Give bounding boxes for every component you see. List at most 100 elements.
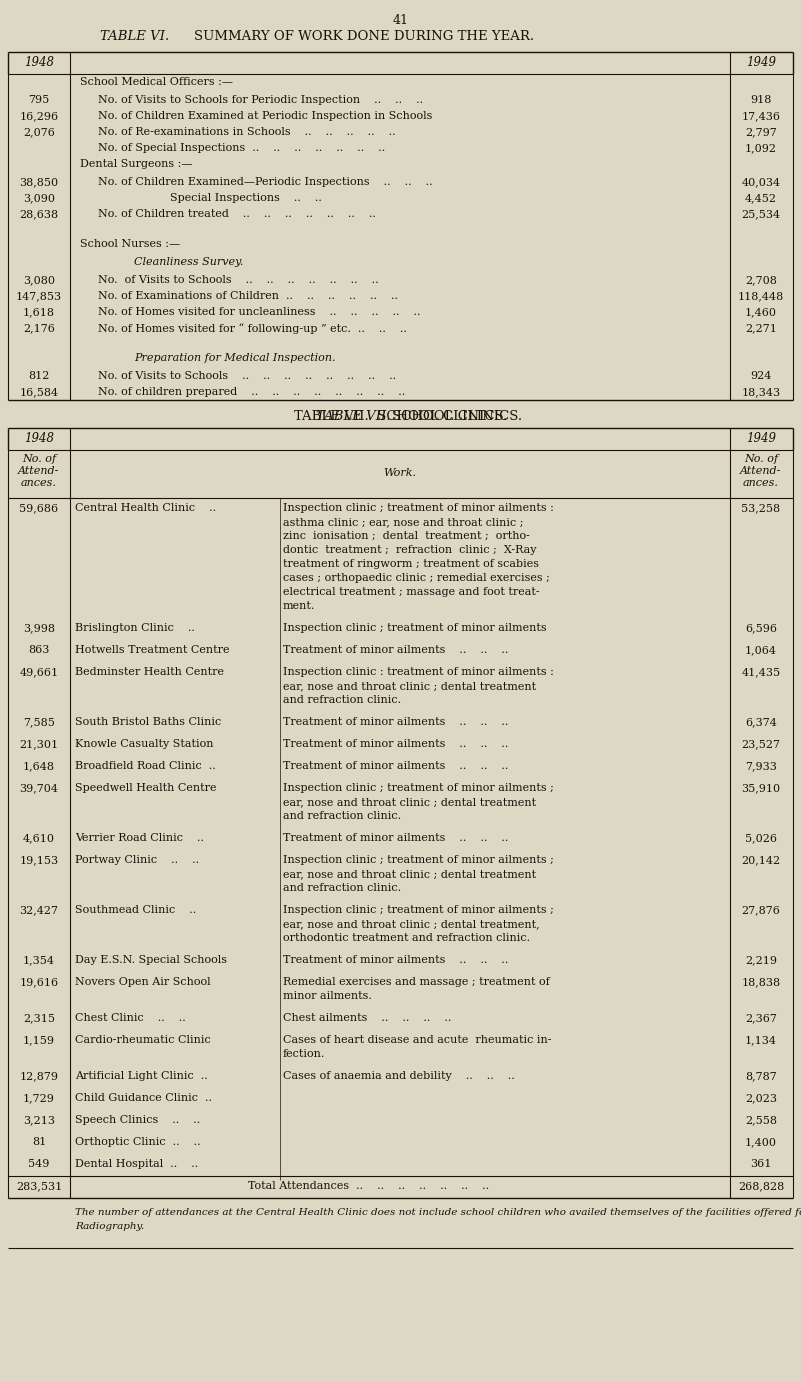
Text: No. of Homes visited for “ following-up ” etc.  ..    ..    ..: No. of Homes visited for “ following-up … bbox=[98, 323, 407, 334]
Text: 2,367: 2,367 bbox=[745, 1013, 777, 1023]
Text: Central Health Clinic    ..: Central Health Clinic .. bbox=[75, 503, 216, 513]
Text: Inspection clinic ; treatment of minor ailments ;: Inspection clinic ; treatment of minor a… bbox=[283, 905, 553, 915]
Text: 12,879: 12,879 bbox=[19, 1071, 58, 1081]
Text: 32,427: 32,427 bbox=[19, 905, 58, 915]
Text: 812: 812 bbox=[28, 370, 50, 381]
Text: No. of Children Examined—Periodic Inspections    ..    ..    ..: No. of Children Examined—Periodic Inspec… bbox=[98, 177, 433, 187]
Text: 1,618: 1,618 bbox=[23, 307, 55, 316]
Text: 2,023: 2,023 bbox=[745, 1093, 777, 1103]
Text: 1948: 1948 bbox=[24, 433, 54, 445]
Text: No. of Special Inspections  ..    ..    ..    ..    ..    ..    ..: No. of Special Inspections .. .. .. .. .… bbox=[98, 142, 385, 153]
Text: 8,787: 8,787 bbox=[745, 1071, 777, 1081]
Text: 81: 81 bbox=[32, 1137, 46, 1147]
Text: 18,838: 18,838 bbox=[742, 977, 780, 987]
Text: 20,142: 20,142 bbox=[742, 855, 780, 865]
Text: Artificial Light Clinic  ..: Artificial Light Clinic .. bbox=[75, 1071, 207, 1081]
Text: 118,448: 118,448 bbox=[738, 292, 784, 301]
Text: ment.: ment. bbox=[283, 601, 316, 611]
Text: 21,301: 21,301 bbox=[19, 739, 58, 749]
Text: 2,708: 2,708 bbox=[745, 275, 777, 285]
Text: The number of attendances at the Central Health Clinic does not include school c: The number of attendances at the Central… bbox=[75, 1208, 801, 1218]
Text: ear, nose and throat clinic ; dental treatment: ear, nose and throat clinic ; dental tre… bbox=[283, 681, 536, 691]
Text: 1,648: 1,648 bbox=[23, 761, 55, 771]
Text: 2,797: 2,797 bbox=[745, 127, 777, 137]
Text: School Nurses :—: School Nurses :— bbox=[80, 239, 180, 249]
Text: 16,584: 16,584 bbox=[19, 387, 58, 397]
Text: 1,460: 1,460 bbox=[745, 307, 777, 316]
Text: Inspection clinic : treatment of minor ailments :: Inspection clinic : treatment of minor a… bbox=[283, 668, 553, 677]
Text: dontic  treatment ;  refraction  clinic ;  X-Ray: dontic treatment ; refraction clinic ; X… bbox=[283, 545, 537, 556]
Text: 2,076: 2,076 bbox=[23, 127, 55, 137]
Text: asthma clinic ; ear, nose and throat clinic ;: asthma clinic ; ear, nose and throat cli… bbox=[283, 517, 524, 527]
Text: 6,374: 6,374 bbox=[745, 717, 777, 727]
Text: Portway Clinic    ..    ..: Portway Clinic .. .. bbox=[75, 855, 199, 865]
Text: TABLE VII.  SCHOOL CLINICS.: TABLE VII. SCHOOL CLINICS. bbox=[294, 410, 507, 423]
Text: Treatment of minor ailments    ..    ..    ..: Treatment of minor ailments .. .. .. bbox=[283, 739, 509, 749]
Text: Child Guidance Clinic  ..: Child Guidance Clinic .. bbox=[75, 1093, 212, 1103]
Text: 4,610: 4,610 bbox=[23, 833, 55, 843]
Text: No. of: No. of bbox=[744, 455, 778, 464]
Text: No.  of Visits to Schools    ..    ..    ..    ..    ..    ..    ..: No. of Visits to Schools .. .. .. .. .. … bbox=[98, 275, 379, 285]
Text: 1,134: 1,134 bbox=[745, 1035, 777, 1045]
Text: Work.: Work. bbox=[384, 468, 417, 478]
Text: Verrier Road Clinic    ..: Verrier Road Clinic .. bbox=[75, 833, 204, 843]
Text: 53,258: 53,258 bbox=[742, 503, 780, 513]
Text: TABLE VI.: TABLE VI. bbox=[100, 30, 169, 43]
Text: 5,026: 5,026 bbox=[745, 833, 777, 843]
Text: No. of Re-examinations in Schools    ..    ..    ..    ..    ..: No. of Re-examinations in Schools .. .. … bbox=[98, 127, 396, 137]
Text: No. of Children Examined at Periodic Inspection in Schools: No. of Children Examined at Periodic Ins… bbox=[98, 111, 433, 122]
Text: Dental Hospital  ..    ..: Dental Hospital .. .. bbox=[75, 1159, 199, 1169]
Text: Knowle Casualty Station: Knowle Casualty Station bbox=[75, 739, 214, 749]
Text: 3,090: 3,090 bbox=[23, 193, 55, 203]
Text: 1,159: 1,159 bbox=[23, 1035, 55, 1045]
Text: 19,153: 19,153 bbox=[19, 855, 58, 865]
Text: 3,998: 3,998 bbox=[23, 623, 55, 633]
Text: Inspection clinic ; treatment of minor ailments :: Inspection clinic ; treatment of minor a… bbox=[283, 503, 553, 513]
Text: 147,853: 147,853 bbox=[16, 292, 62, 301]
Text: 268,828: 268,828 bbox=[738, 1182, 784, 1191]
Text: 41,435: 41,435 bbox=[742, 668, 780, 677]
Text: No. of Children treated    ..    ..    ..    ..    ..    ..    ..: No. of Children treated .. .. .. .. .. .… bbox=[98, 209, 376, 218]
Text: Inspection clinic ; treatment of minor ailments ;: Inspection clinic ; treatment of minor a… bbox=[283, 855, 553, 865]
Text: 17,436: 17,436 bbox=[742, 111, 780, 122]
Text: 863: 863 bbox=[28, 645, 50, 655]
Text: Preparation for Medical Inspection.: Preparation for Medical Inspection. bbox=[134, 352, 336, 363]
Text: Speech Clinics    ..    ..: Speech Clinics .. .. bbox=[75, 1115, 200, 1125]
Text: Special Inspections    ..    ..: Special Inspections .. .. bbox=[170, 193, 322, 203]
Text: 2,176: 2,176 bbox=[23, 323, 55, 333]
Text: 1,354: 1,354 bbox=[23, 955, 55, 965]
Text: Brislington Clinic    ..: Brislington Clinic .. bbox=[75, 623, 195, 633]
Text: 6,596: 6,596 bbox=[745, 623, 777, 633]
Text: Broadfield Road Clinic  ..: Broadfield Road Clinic .. bbox=[75, 761, 215, 771]
Text: 1,729: 1,729 bbox=[23, 1093, 55, 1103]
Text: Orthoptic Clinic  ..    ..: Orthoptic Clinic .. .. bbox=[75, 1137, 200, 1147]
Text: minor ailments.: minor ailments. bbox=[283, 991, 372, 1001]
Text: 41: 41 bbox=[392, 14, 409, 28]
Text: 924: 924 bbox=[751, 370, 771, 381]
Text: 7,933: 7,933 bbox=[745, 761, 777, 771]
Text: 3,213: 3,213 bbox=[23, 1115, 55, 1125]
Text: 25,534: 25,534 bbox=[742, 209, 780, 218]
Text: 27,876: 27,876 bbox=[742, 905, 780, 915]
Text: Total Attendances  ..    ..    ..    ..    ..    ..    ..: Total Attendances .. .. .. .. .. .. .. bbox=[248, 1182, 489, 1191]
Text: 795: 795 bbox=[28, 95, 50, 105]
Text: 1949: 1949 bbox=[746, 57, 776, 69]
Text: 1,064: 1,064 bbox=[745, 645, 777, 655]
Text: No. of children prepared    ..    ..    ..    ..    ..    ..    ..    ..: No. of children prepared .. .. .. .. .. … bbox=[98, 387, 405, 397]
Text: 1948: 1948 bbox=[24, 57, 54, 69]
Text: ances.: ances. bbox=[21, 478, 57, 488]
Text: Cleanliness Survey.: Cleanliness Survey. bbox=[134, 257, 244, 267]
Text: Treatment of minor ailments    ..    ..    ..: Treatment of minor ailments .. .. .. bbox=[283, 717, 509, 727]
Text: Attend-: Attend- bbox=[740, 466, 782, 475]
Text: Radiography.: Radiography. bbox=[75, 1222, 144, 1231]
Text: 38,850: 38,850 bbox=[19, 177, 58, 187]
Text: Novers Open Air School: Novers Open Air School bbox=[75, 977, 211, 987]
Text: Cases of heart disease and acute  rheumatic in-: Cases of heart disease and acute rheumat… bbox=[283, 1035, 552, 1045]
Text: No. of Examinations of Children  ..    ..    ..    ..    ..    ..: No. of Examinations of Children .. .. ..… bbox=[98, 292, 398, 301]
Text: 283,531: 283,531 bbox=[16, 1182, 62, 1191]
Text: 2,558: 2,558 bbox=[745, 1115, 777, 1125]
Text: and refraction clinic.: and refraction clinic. bbox=[283, 811, 401, 821]
Text: and refraction clinic.: and refraction clinic. bbox=[283, 883, 401, 893]
Text: ear, nose and throat clinic ; dental treatment,: ear, nose and throat clinic ; dental tre… bbox=[283, 919, 540, 929]
Text: No. of Visits to Schools    ..    ..    ..    ..    ..    ..    ..    ..: No. of Visits to Schools .. .. .. .. .. … bbox=[98, 370, 396, 381]
